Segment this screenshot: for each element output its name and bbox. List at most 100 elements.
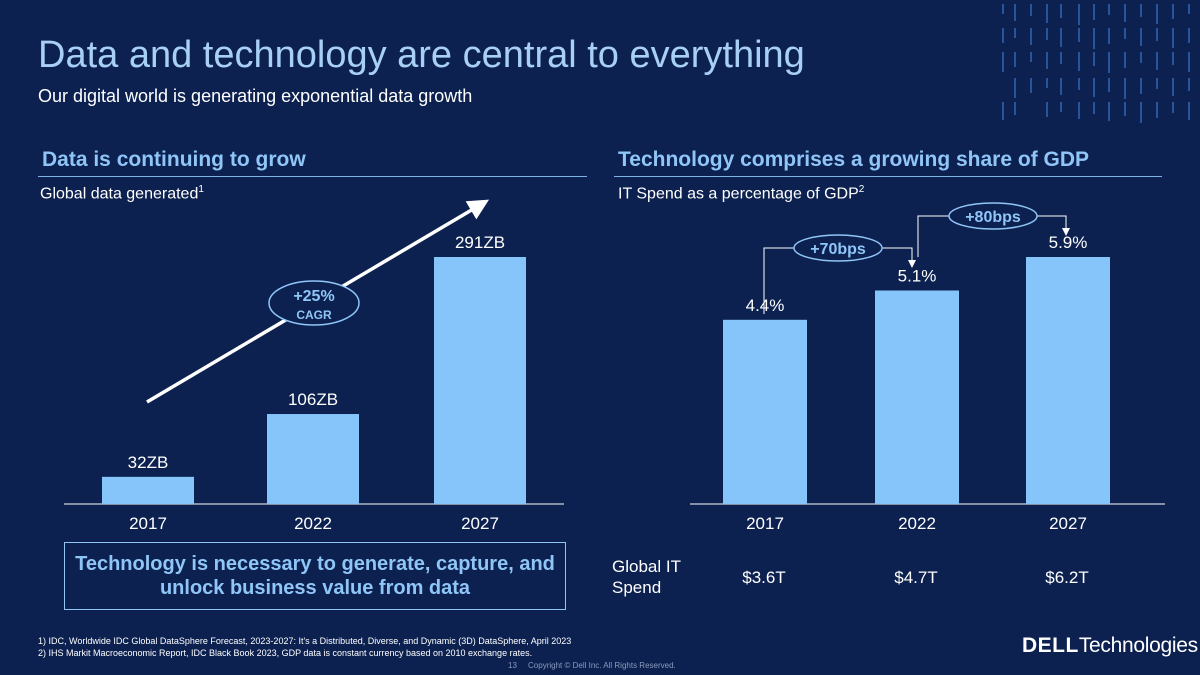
dash-mark (1140, 52, 1142, 63)
dash-mark (1093, 102, 1095, 114)
dash-mark (1156, 52, 1158, 70)
right-divider (614, 176, 1162, 177)
dash-mark (1030, 28, 1032, 45)
global-it-spend-label: Global IT Spend (612, 557, 681, 597)
data-growth-value-label-2027: 291ZB (455, 233, 505, 252)
spend-value-2022: $4.7T (894, 568, 938, 587)
dash-mark (1188, 28, 1190, 43)
dash-mark (1093, 28, 1095, 49)
it-spend-category-label-2022: 2022 (898, 514, 936, 533)
dash-mark (1014, 78, 1016, 98)
dash-mark (1078, 4, 1080, 25)
dash-mark (1046, 78, 1048, 88)
left-divider (38, 176, 587, 177)
dash-mark (1078, 102, 1080, 119)
data-growth-category-label-2022: 2022 (294, 514, 332, 533)
data-growth-category-label-2017: 2017 (129, 514, 167, 533)
dash-mark (1172, 52, 1174, 65)
dash-mark (1030, 4, 1032, 16)
dash-mark (1156, 102, 1158, 118)
it-spend-bar-2027 (1026, 257, 1110, 504)
it-spend-bar-2022 (875, 290, 959, 504)
page-subtitle: Our digital world is generating exponent… (38, 86, 473, 106)
it-spend-value-label-2017: 4.4% (746, 296, 785, 315)
it-spend-value-label-2022: 5.1% (898, 266, 937, 285)
dash-mark (1014, 102, 1016, 115)
dash-mark (1030, 78, 1032, 93)
right-chart-subtitle: IT Spend as a percentage of GDP2 (618, 184, 865, 203)
data-growth-bar-2017 (102, 476, 194, 504)
dash-mark (1046, 28, 1048, 40)
dash-mark (1124, 102, 1126, 116)
dash-mark (1078, 52, 1080, 71)
data-growth-value-label-2017: 32ZB (128, 453, 169, 472)
dash-mark (1124, 52, 1126, 68)
footer-copyright: 13 Copyright © Dell Inc. All Rights Rese… (508, 661, 676, 670)
dash-mark (1124, 4, 1126, 22)
bps-label-2: +80bps (965, 209, 1021, 226)
dash-mark (1002, 28, 1004, 43)
dash-mark (1156, 78, 1158, 89)
dash-mark (1002, 4, 1004, 14)
footnote-1: 1) IDC, Worldwide IDC Global DataSphere … (38, 636, 572, 646)
dash-mark (1108, 78, 1110, 92)
dash-mark (1002, 102, 1004, 120)
dash-mark (1060, 102, 1062, 112)
dash-mark (1093, 52, 1095, 66)
dash-mark (1140, 78, 1142, 94)
decorative-dash-pattern (1002, 4, 1190, 123)
dash-mark (1188, 102, 1190, 120)
cagr-bubble (268, 280, 360, 326)
dash-mark (1108, 4, 1110, 15)
dash-mark (1172, 28, 1174, 48)
dash-mark (1172, 4, 1174, 19)
dash-mark (1172, 102, 1174, 113)
dash-mark (1140, 102, 1142, 123)
dash-mark (1060, 4, 1062, 18)
dash-mark (1093, 4, 1095, 20)
it-spend-category-label-2027: 2027 (1049, 514, 1087, 533)
bps-bubble-1 (793, 234, 883, 262)
dash-mark (1046, 4, 1048, 23)
spend-value-2017: $3.6T (742, 568, 786, 587)
dash-mark (1124, 78, 1126, 99)
dell-technologies-logo: DELLTechnologies (1022, 634, 1198, 657)
dash-mark (1060, 52, 1062, 64)
cagr-label: CAGR (296, 308, 332, 322)
dash-mark (1108, 52, 1110, 73)
dash-mark (1078, 78, 1080, 90)
dash-mark (1030, 52, 1032, 62)
bps-label-1: +70bps (810, 241, 866, 258)
dash-mark (1188, 78, 1190, 91)
spend-value-2027: $6.2T (1045, 568, 1089, 587)
dash-mark (1172, 78, 1174, 96)
dash-mark (1060, 28, 1062, 47)
left-section-title: Data is continuing to grow (42, 148, 306, 171)
callout-box: Technology is necessary to generate, cap… (64, 542, 566, 610)
dash-mark (1188, 52, 1190, 72)
dash-mark (1014, 28, 1016, 38)
dash-mark (1124, 28, 1126, 39)
data-growth-bar-2027 (434, 257, 526, 504)
dash-mark (1078, 28, 1080, 42)
dash-mark (1014, 52, 1016, 67)
data-growth-bar-2022 (267, 414, 359, 504)
bps-bubble-2 (948, 202, 1038, 230)
dash-mark (1156, 28, 1158, 41)
dash-mark (1093, 78, 1095, 97)
right-section-title: Technology comprises a growing share of … (618, 148, 1090, 171)
page-number: 13 (508, 661, 517, 670)
cagr-value: +25% (293, 288, 334, 305)
footnote-2: 2) IHS Markit Macroeconomic Report, IDC … (38, 648, 533, 658)
data-growth-value-label-2022: 106ZB (288, 390, 338, 409)
data-growth-chart: 32ZB 2017 106ZB 2022 291ZB 2027 (64, 233, 564, 533)
dash-mark (1108, 102, 1110, 121)
dash-mark (1046, 52, 1048, 69)
dash-mark (1156, 4, 1158, 24)
it-spend-category-label-2017: 2017 (746, 514, 784, 533)
it-spend-bar-2017 (723, 319, 807, 504)
dash-mark (1140, 28, 1142, 46)
dash-mark (1014, 4, 1016, 21)
page-title: Data and technology are central to every… (38, 34, 805, 76)
dash-mark (1188, 4, 1190, 14)
